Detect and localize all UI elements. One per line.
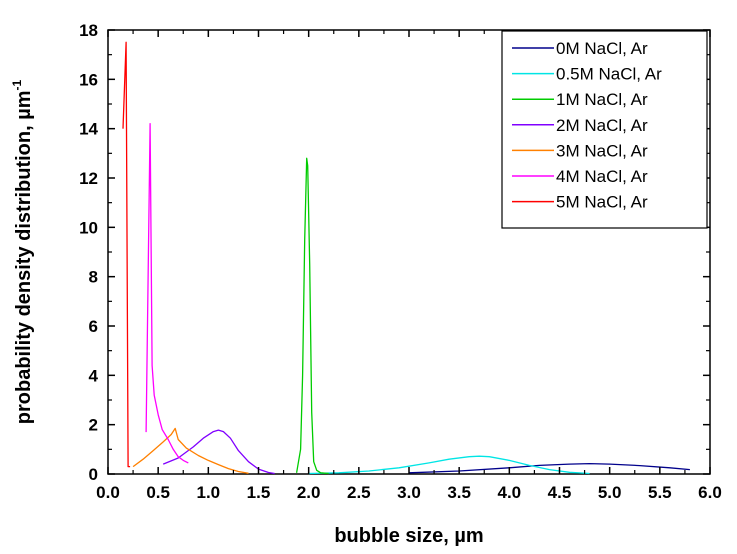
x-tick-label: 3.5 xyxy=(447,483,471,502)
y-tick-label: 14 xyxy=(79,120,98,139)
x-tick-label: 3.0 xyxy=(397,483,421,502)
legend-box xyxy=(501,30,708,229)
y-tick-label: 12 xyxy=(79,169,98,188)
y-axis-title-superscript: -1 xyxy=(10,79,24,90)
y-tick-label: 8 xyxy=(89,268,98,287)
y-axis-title-main: probability density distribution, µm xyxy=(13,90,35,424)
series-line-0m-nacl-ar xyxy=(408,462,690,474)
series-line-0.5m-nacl-ar xyxy=(308,455,590,475)
series-line-3m-nacl-ar xyxy=(132,427,249,474)
legend-label: 3M NaCl, Ar xyxy=(556,141,648,160)
y-tick-label: 16 xyxy=(79,70,98,89)
legend-label: 0.5M NaCl, Ar xyxy=(556,65,662,84)
legend: 0M NaCl, Ar 0.5M NaCl, Ar 1M NaCl, Ar 2M Na… xyxy=(501,30,708,229)
x-tick-label: 1.0 xyxy=(197,483,221,502)
y-tick-label: 0 xyxy=(89,465,98,484)
legend-label: 5M NaCl, Ar xyxy=(556,193,648,212)
legend-label: 4M NaCl, Ar xyxy=(556,167,648,186)
y-tick-label: 10 xyxy=(79,218,98,237)
x-axis-ticks: 0.0 0.5 1.0 1.5 2.0 2.5 3.0 3.5 4.0 4.5 5.0 5.5 6.0 xyxy=(96,30,722,502)
x-tick-label: 5.5 xyxy=(648,483,672,502)
x-tick-label: 5.0 xyxy=(598,483,622,502)
series-line-2m-nacl-ar xyxy=(162,429,275,475)
x-tick-label: 1.5 xyxy=(247,483,271,502)
y-tick-label: 6 xyxy=(89,317,98,336)
x-tick-label: 4.5 xyxy=(548,483,572,502)
x-axis-title: bubble size, µm xyxy=(334,525,483,547)
y-axis-title: probability density distribution, µm-1 xyxy=(10,79,35,424)
y-tick-label: 4 xyxy=(89,366,99,385)
x-tick-label: 2.0 xyxy=(297,483,321,502)
series-line-1m-nacl-ar xyxy=(295,157,329,475)
series-line-5m-nacl-ar xyxy=(122,41,131,468)
x-tick-label: 4.0 xyxy=(498,483,522,502)
y-axis-ticks: 0 2 4 6 8 10 12 14 16 18 xyxy=(79,21,710,484)
legend-label: 1M NaCl, Ar xyxy=(556,90,648,109)
y-tick-label: 18 xyxy=(79,21,98,40)
series-line-4m-nacl-ar xyxy=(145,123,189,464)
x-tick-label: 6.0 xyxy=(698,483,722,502)
legend-label: 2M NaCl, Ar xyxy=(556,116,648,135)
y-tick-label: 2 xyxy=(89,416,98,435)
x-tick-label: 0.0 xyxy=(96,483,120,502)
x-tick-label: 2.5 xyxy=(347,483,371,502)
legend-label: 0M NaCl, Ar xyxy=(556,39,648,58)
x-tick-label: 0.5 xyxy=(146,483,170,502)
